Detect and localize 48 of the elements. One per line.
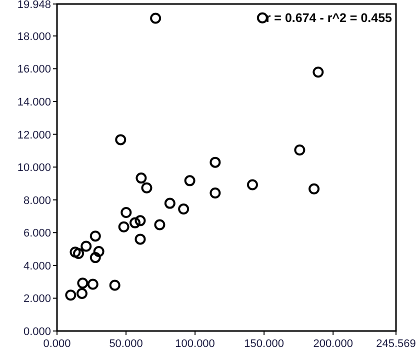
point (294, 144, 306, 156)
point (312, 66, 324, 78)
point (210, 156, 221, 168)
point (109, 280, 120, 291)
y-tick-label: 19.948 (17, 0, 51, 11)
x-tick-label: 100.000 (175, 338, 215, 350)
point (134, 234, 146, 245)
point (256, 12, 268, 24)
point (136, 172, 147, 184)
point (90, 230, 101, 242)
point (308, 183, 320, 194)
point (73, 248, 84, 259)
point (65, 290, 76, 301)
point (150, 12, 162, 24)
point (154, 219, 166, 230)
point (70, 246, 81, 258)
y-tick-label: 6.000 (23, 228, 51, 240)
point (76, 288, 88, 299)
point (118, 221, 130, 232)
y-tick-label: 14.000 (17, 96, 51, 109)
y-tick-label: 10.000 (17, 162, 51, 174)
point (141, 182, 152, 194)
y-tick-label: 8.000 (23, 194, 51, 207)
point (87, 278, 98, 290)
point (120, 206, 132, 218)
x-tick-label: 50.000 (109, 338, 143, 350)
point (210, 187, 221, 198)
point (184, 175, 196, 186)
point (134, 215, 146, 226)
point (90, 252, 101, 264)
y-tick-label: 12.000 (17, 129, 51, 142)
x-tick-label: 0.000 (43, 338, 71, 350)
y-tick-label: 2.000 (23, 293, 51, 306)
y-tick-label: 18.000 (17, 30, 51, 43)
point (164, 198, 176, 209)
x-tick-label: 245.569 (376, 338, 416, 350)
y-tick-label: 0.000 (23, 326, 51, 338)
point (77, 278, 88, 289)
point (93, 246, 104, 257)
point (246, 179, 258, 190)
point (178, 204, 190, 215)
y-tick-label: 4.000 (23, 260, 51, 272)
point (129, 217, 140, 228)
point (80, 240, 92, 252)
point (115, 134, 126, 146)
x-tick-label: 200.000 (313, 338, 353, 350)
x-tick-label: 150.000 (244, 338, 284, 350)
y-tick-label: 16.000 (17, 64, 51, 76)
